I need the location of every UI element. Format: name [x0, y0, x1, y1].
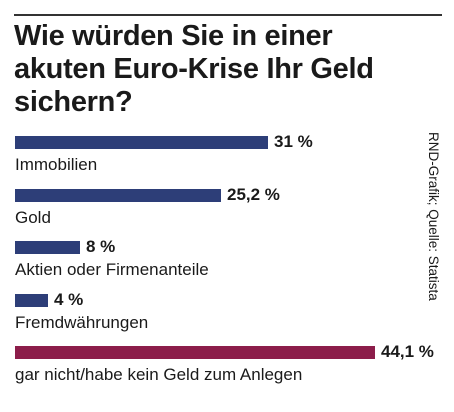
value-label-3: 8 % — [86, 237, 116, 256]
value-label-1: 31 % — [274, 132, 313, 151]
bar-2 — [15, 189, 221, 202]
category-label-3: Aktien oder Firmenanteile — [15, 260, 209, 279]
category-label-5: gar nicht/habe kein Geld zum Anlegen — [15, 365, 303, 384]
category-label-1: Immobilien — [15, 155, 98, 174]
category-label-2: Gold — [15, 208, 51, 227]
bar-5 — [15, 346, 375, 359]
value-label-4: 4 % — [54, 290, 84, 309]
value-label-5: 44,1 % — [381, 342, 434, 361]
chart-title: Wie würden Sie in einer akuten Euro-Kris… — [14, 20, 374, 118]
category-label-4: Fremdwährungen — [15, 313, 149, 332]
bar-3 — [15, 241, 80, 254]
bar-4 — [15, 294, 48, 307]
value-label-2: 25,2 % — [227, 185, 280, 204]
top-rule — [14, 14, 442, 16]
bar-1 — [15, 136, 268, 149]
